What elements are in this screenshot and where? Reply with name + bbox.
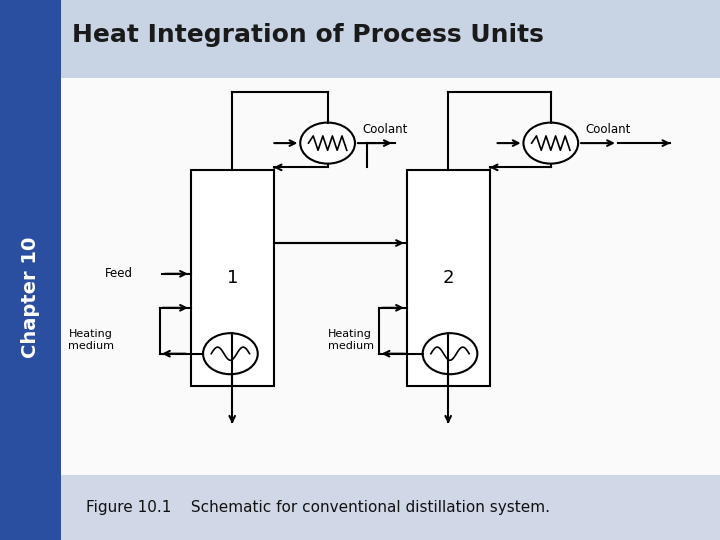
Text: Figure 10.1    Schematic for conventional distillation system.: Figure 10.1 Schematic for conventional d… (86, 500, 550, 515)
Polygon shape (61, 0, 720, 78)
Text: 2: 2 (443, 269, 454, 287)
Polygon shape (0, 0, 61, 540)
Circle shape (523, 123, 578, 164)
Text: Heating
medium: Heating medium (328, 329, 374, 351)
Text: Heat Integration of Process Units: Heat Integration of Process Units (72, 23, 544, 47)
Polygon shape (61, 475, 720, 540)
Text: Feed: Feed (104, 267, 132, 280)
Circle shape (203, 333, 258, 374)
Circle shape (423, 333, 477, 374)
Bar (191, 170, 274, 386)
Text: Chapter 10: Chapter 10 (21, 237, 40, 357)
Bar (407, 170, 490, 386)
Text: 1: 1 (227, 269, 238, 287)
Text: Heating
medium: Heating medium (68, 329, 114, 351)
Text: Coolant: Coolant (585, 123, 631, 136)
Circle shape (300, 123, 355, 164)
Text: Coolant: Coolant (362, 123, 408, 136)
Polygon shape (61, 78, 720, 475)
